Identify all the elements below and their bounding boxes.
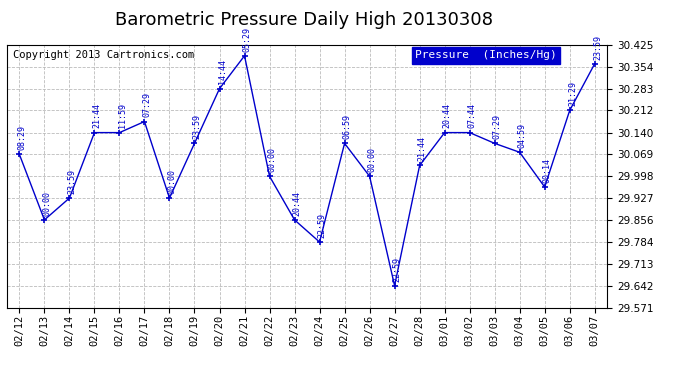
Text: 04:59: 04:59 [518, 123, 527, 148]
Text: 22:59: 22:59 [318, 213, 327, 238]
Text: Copyright 2013 Cartronics.com: Copyright 2013 Cartronics.com [13, 50, 194, 60]
Text: 21:29: 21:29 [568, 81, 577, 106]
Text: 05:29: 05:29 [243, 27, 252, 52]
Text: 14:44: 14:44 [218, 60, 227, 84]
Text: 06:59: 06:59 [343, 114, 352, 139]
Text: 00:00: 00:00 [368, 147, 377, 172]
Text: 11:59: 11:59 [118, 104, 127, 128]
Text: 08:29: 08:29 [18, 125, 27, 150]
Text: 22:59: 22:59 [393, 256, 402, 282]
Text: Pressure  (Inches/Hg): Pressure (Inches/Hg) [415, 50, 557, 60]
Text: 00:00: 00:00 [268, 147, 277, 172]
Text: 00:00: 00:00 [168, 169, 177, 194]
Text: 00:00: 00:00 [43, 191, 52, 216]
Text: 21:44: 21:44 [418, 136, 427, 161]
Text: 00:14: 00:14 [543, 158, 552, 183]
Text: 23:59: 23:59 [68, 169, 77, 194]
Text: 07:29: 07:29 [143, 92, 152, 117]
Text: 07:29: 07:29 [493, 114, 502, 139]
Text: 23:59: 23:59 [193, 114, 201, 139]
Text: 23:59: 23:59 [593, 34, 602, 60]
Text: 20:44: 20:44 [293, 191, 302, 216]
Text: 21:44: 21:44 [92, 104, 101, 128]
Text: 07:44: 07:44 [468, 104, 477, 128]
Text: Barometric Pressure Daily High 20130308: Barometric Pressure Daily High 20130308 [115, 11, 493, 29]
Text: 20:44: 20:44 [443, 104, 452, 128]
